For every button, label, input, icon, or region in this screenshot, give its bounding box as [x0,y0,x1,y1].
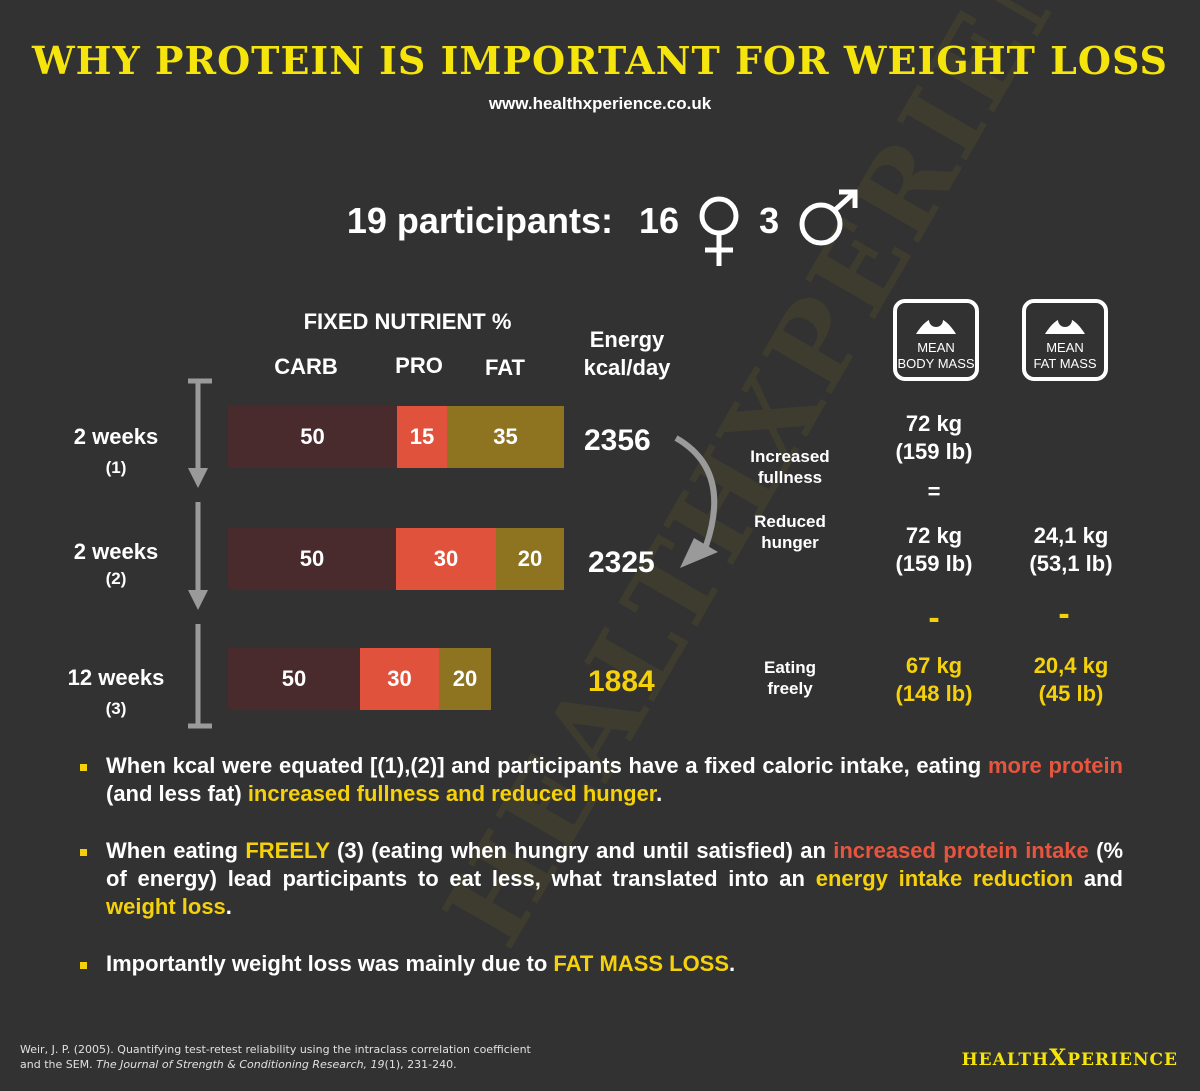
healthxperience-logo[interactable]: HEALTHXPERIENCE [961,1045,1178,1071]
fat-mass-2: 24,1 kg (53,1 lb) [1029,523,1113,576]
reduced-hunger-label: Reduced hunger [754,512,826,552]
participants-line: 19 participants: 16 3 [0,176,1200,270]
findings-list: When kcal were equated [(1),(2)] and par… [80,752,1123,1007]
eating-freely-label: Eating freely [764,658,816,698]
female-count: 16 [638,199,680,241]
phase-3-kcal: 1884 [588,665,655,698]
phase-1-kcal: 2356 [584,424,651,457]
page-title: WHY PROTEIN IS IMPORTANT FOR WEIGHT LOSS [31,38,1168,83]
mean-body-mass-label: MEAN BODY MASS [897,340,975,371]
carb-header: CARB [274,354,338,379]
carb-segment: 50 [228,406,397,468]
phase-1-bar: 50 15 35 [228,406,564,468]
body-minus-sign: - [928,599,940,637]
scale-icon [893,299,979,381]
equals-sign: = [927,479,941,504]
reference-citation: Weir, J. P. (2005). Quantifying test-ret… [20,1043,531,1071]
phase-2-bar: 50 30 20 [228,528,564,590]
carb-segment: 50 [228,528,396,590]
fixed-nutrient-header: FIXED NUTRIENT % [303,309,512,334]
phase-3-bar: 50 30 20 [228,648,491,710]
pro-segment: 30 [360,648,439,710]
finding-1: When kcal were equated [(1),(2)] and par… [80,752,1123,808]
finding-2: When eating FREELY (3) (eating when hung… [80,837,1123,921]
curved-arrow-icon [674,435,718,568]
phase-3-label: 12 weeks (3) [67,665,165,718]
fat-segment: 20 [496,528,564,590]
timeline [188,378,212,729]
increased-fullness-label: Increased fullness [750,447,830,487]
body-mass-2: 72 kg (159 lb) [895,523,973,576]
site-url[interactable]: www.healthxperience.co.uk [488,94,712,113]
fat-header: FAT [485,355,525,380]
fat-segment: 35 [447,406,564,468]
pro-segment: 30 [396,528,496,590]
body-mass-1: 72 kg (159 lb) [895,411,973,464]
mean-fat-mass-label: MEAN FAT MASS [1033,340,1097,371]
phase-1-label: 2 weeks (1) [73,424,159,477]
phase-2-kcal: 2325 [588,546,655,579]
body-mass-3: 67 kg (148 lb) [895,653,973,706]
participants-label: 19 participants: [346,199,613,241]
scale-icon [1022,299,1108,381]
female-symbol-icon [699,196,739,266]
energy-header: Energy kcal/day [583,327,671,380]
male-symbol-icon [799,189,858,246]
fat-minus-sign: - [1058,595,1070,633]
carb-segment: 50 [228,648,360,710]
fat-segment: 20 [439,648,491,710]
phase-2-label: 2 weeks (2) [73,539,159,588]
male-count: 3 [759,199,780,241]
finding-3: Importantly weight loss was mainly due t… [80,950,1123,978]
pro-header: PRO [395,353,443,378]
pro-segment: 15 [397,406,447,468]
fat-mass-3: 20,4 kg (45 lb) [1033,653,1109,706]
